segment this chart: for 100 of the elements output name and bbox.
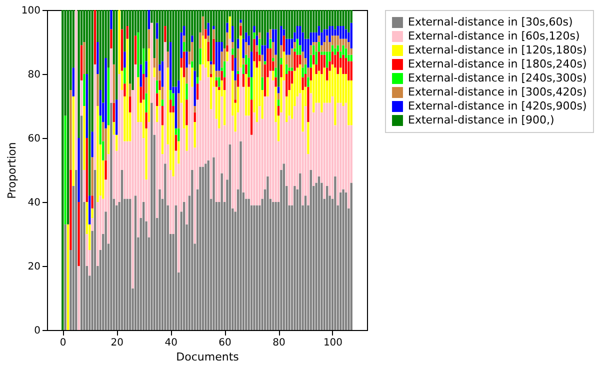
legend-label: External-distance in [240s,300s) xyxy=(408,72,587,84)
bar xyxy=(323,10,326,30)
bar xyxy=(212,38,215,64)
bar xyxy=(202,166,204,330)
y-axis-title: Proportion xyxy=(5,142,18,199)
bar xyxy=(304,64,307,74)
bar xyxy=(161,61,164,87)
bar xyxy=(186,100,188,126)
y-tick-label: 60 xyxy=(28,134,40,144)
bar xyxy=(124,68,126,84)
bar xyxy=(126,38,128,142)
bar xyxy=(240,36,242,68)
bar xyxy=(186,84,188,100)
bar xyxy=(286,64,288,74)
bar xyxy=(242,10,245,39)
bar xyxy=(248,45,250,58)
bar xyxy=(256,10,258,36)
bar xyxy=(350,182,352,330)
bar xyxy=(218,77,220,87)
bar xyxy=(245,42,248,55)
bar xyxy=(112,64,115,103)
bar xyxy=(218,10,220,42)
bar xyxy=(210,61,212,64)
bar xyxy=(161,86,164,100)
bar xyxy=(286,38,288,55)
bar xyxy=(236,38,240,48)
bar xyxy=(253,32,256,39)
bar xyxy=(137,77,140,122)
y-tick-label: 40 xyxy=(28,198,40,208)
bar xyxy=(142,48,145,74)
bar xyxy=(72,68,74,96)
bar xyxy=(164,26,166,42)
bar xyxy=(336,10,339,26)
bar xyxy=(299,54,302,64)
legend-label: External-distance in [30s,60s) xyxy=(408,16,573,28)
bar xyxy=(326,10,328,30)
bar xyxy=(248,198,250,330)
bar xyxy=(120,170,124,330)
bar xyxy=(280,64,282,78)
bar xyxy=(196,84,199,100)
bar xyxy=(124,84,126,96)
bar xyxy=(107,68,110,126)
bar xyxy=(261,10,264,46)
bar xyxy=(315,42,318,52)
x-axis-title: Documents xyxy=(176,350,240,364)
bar xyxy=(204,29,207,39)
bar xyxy=(342,54,344,74)
bar xyxy=(269,70,272,199)
bar xyxy=(212,157,215,330)
bar xyxy=(288,38,290,55)
bar xyxy=(218,42,220,71)
bar xyxy=(124,10,126,52)
bar xyxy=(304,196,307,330)
bar xyxy=(256,45,258,52)
bar xyxy=(266,176,269,330)
bar xyxy=(334,29,336,36)
bar xyxy=(166,10,169,52)
bar xyxy=(236,74,240,87)
bar xyxy=(336,26,339,36)
bar xyxy=(342,106,344,190)
bar xyxy=(269,10,272,30)
bar xyxy=(91,157,94,196)
bar xyxy=(120,29,124,71)
bar xyxy=(215,10,218,42)
bar xyxy=(88,10,91,196)
bar xyxy=(348,61,350,80)
bar xyxy=(342,26,344,39)
bar xyxy=(134,36,137,64)
bar xyxy=(272,10,274,30)
bar xyxy=(310,68,312,80)
bar xyxy=(158,90,161,106)
bar xyxy=(266,77,269,96)
bar xyxy=(296,96,298,190)
bar xyxy=(261,77,264,90)
bar xyxy=(302,68,304,78)
bar xyxy=(344,10,348,30)
bar xyxy=(86,74,88,138)
bar xyxy=(161,100,164,106)
bar xyxy=(204,164,207,330)
bar xyxy=(148,29,150,48)
bar xyxy=(196,10,199,78)
bar xyxy=(318,42,320,52)
bar xyxy=(164,164,166,330)
bar xyxy=(290,10,294,39)
bar xyxy=(91,196,94,208)
bar xyxy=(258,38,261,55)
bar xyxy=(104,160,107,180)
bar xyxy=(294,52,296,71)
bar xyxy=(62,10,64,330)
bar xyxy=(232,54,234,71)
bar xyxy=(182,36,186,42)
bar xyxy=(336,102,339,206)
bar xyxy=(83,42,86,74)
bar xyxy=(83,106,86,170)
bar xyxy=(248,77,250,87)
bar xyxy=(274,68,277,78)
bar xyxy=(296,54,298,68)
bar xyxy=(129,84,132,96)
bar xyxy=(290,48,294,68)
bar xyxy=(312,32,315,42)
